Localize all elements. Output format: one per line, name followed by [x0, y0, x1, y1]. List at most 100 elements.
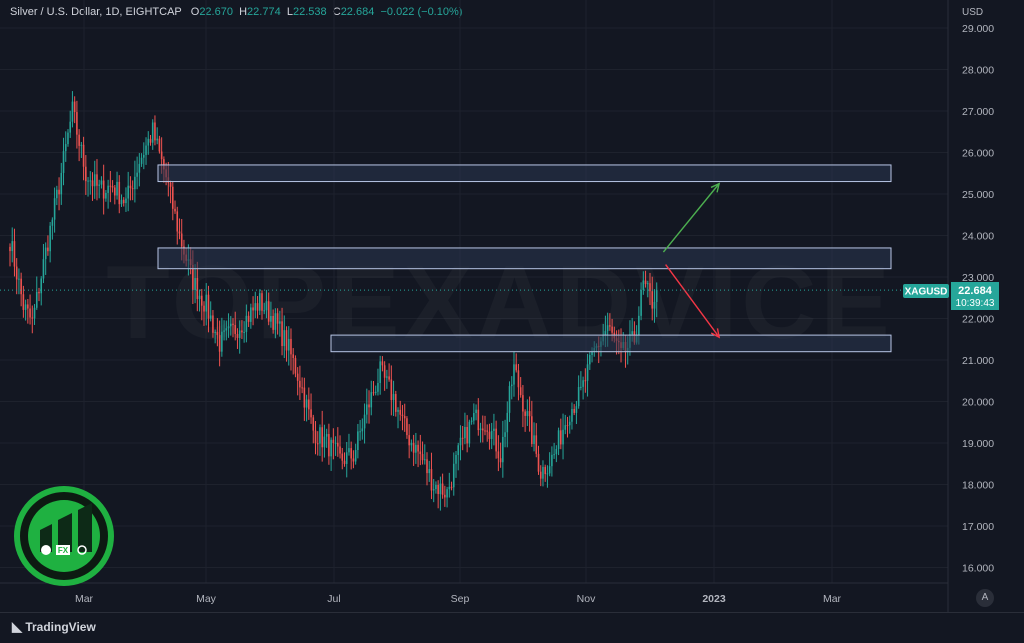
candle-body	[18, 278, 20, 280]
candle-body	[236, 334, 239, 338]
candle-body	[127, 185, 129, 199]
candle-body	[256, 303, 259, 311]
candle-body	[533, 435, 535, 445]
candle-body	[232, 323, 234, 325]
candle-body	[551, 454, 553, 467]
candle-body	[80, 144, 83, 146]
candle-body	[241, 330, 243, 333]
candle-body	[452, 463, 455, 488]
candle-body	[216, 331, 219, 336]
candle-body	[212, 315, 214, 333]
zones	[157, 164, 892, 353]
close-label: C	[332, 6, 341, 18]
chart-grid	[0, 0, 948, 583]
candle-body	[419, 451, 422, 455]
tradingview-logo[interactable]: ◣ TradingView	[12, 619, 96, 635]
candle-body	[537, 453, 540, 472]
candle-body	[308, 399, 310, 410]
candle-body	[319, 427, 321, 444]
candle-body	[218, 335, 221, 352]
candle-body	[158, 138, 161, 152]
price-tag-price: 22.684	[958, 285, 993, 297]
candle-body	[461, 437, 464, 439]
candle-body	[290, 338, 292, 355]
candle-body	[15, 266, 18, 280]
candle-body	[381, 361, 384, 366]
candle-body	[323, 436, 326, 448]
candle-body	[499, 458, 502, 463]
candle-body	[524, 411, 526, 416]
candle-body	[479, 428, 482, 431]
candle-body	[247, 315, 250, 322]
projection-arrows	[662, 182, 721, 339]
candle-body	[517, 370, 520, 388]
candle-body	[493, 428, 495, 431]
candle-body	[513, 364, 515, 385]
open-label: O	[190, 6, 200, 18]
candle-body	[109, 185, 112, 187]
time-tick-label: 2023	[702, 593, 726, 605]
candle-body	[263, 310, 266, 312]
candle-body	[383, 365, 386, 378]
candle-body	[31, 317, 34, 319]
candle-body	[42, 259, 45, 279]
sr-zone[interactable]	[330, 334, 892, 353]
candle-body	[296, 373, 299, 381]
arrowhead	[710, 182, 721, 193]
candle-body	[573, 409, 575, 413]
candle-body	[437, 484, 439, 495]
sr-zone[interactable]	[157, 247, 892, 270]
price-axis[interactable]: 29.000 28.000 27.000 26.000 25.000 24.000 23.0…	[962, 23, 994, 575]
price-tag-symbol: XAGUSD	[905, 287, 948, 298]
candle-body	[312, 417, 315, 431]
candle-body	[85, 166, 87, 182]
candle-body	[357, 431, 359, 451]
candle-body	[47, 247, 49, 252]
candle-body	[562, 429, 564, 445]
candle-body	[96, 174, 98, 186]
candle-body	[646, 283, 649, 285]
candle-body	[160, 151, 163, 160]
candle-body	[388, 376, 390, 380]
sr-zone[interactable]	[157, 164, 892, 183]
candle-body	[287, 338, 290, 351]
candle-body	[368, 404, 370, 408]
candle-body	[481, 428, 484, 431]
candle-body	[261, 293, 263, 311]
auto-scale-button[interactable]: A	[976, 589, 994, 607]
candle-body	[40, 278, 43, 294]
candle-body	[223, 330, 225, 332]
candle-body	[428, 469, 431, 474]
candle-body	[457, 445, 460, 455]
candle-body	[87, 180, 89, 182]
candle-body	[111, 186, 114, 188]
candle-body	[38, 291, 40, 294]
candle-body	[584, 380, 587, 382]
projection-arrow-up[interactable]	[662, 183, 720, 253]
candle-body	[270, 315, 272, 322]
candle-body	[515, 364, 518, 371]
candle-body	[415, 444, 417, 453]
candle-body	[397, 409, 399, 412]
candle-body	[332, 439, 335, 444]
candle-body	[205, 294, 208, 312]
candle-body	[174, 208, 176, 212]
time-axis[interactable]: Mar May Jul Sep Nov 2023 Mar	[75, 593, 842, 605]
candle-body	[535, 435, 538, 454]
candle-body	[363, 414, 366, 429]
candle-body	[510, 384, 513, 387]
change-value: −0.022 (−0.10%)	[380, 6, 463, 18]
candle-body	[209, 315, 212, 319]
candle-body	[194, 278, 196, 291]
candle-body	[156, 138, 158, 141]
candle-body	[196, 278, 199, 300]
candle-body	[490, 430, 493, 439]
projection-arrow-down[interactable]	[665, 264, 720, 338]
chart-header: Silver / U.S. Dollar, 1D, EIGHTCAP O22.6…	[10, 6, 462, 18]
candle-body	[140, 157, 143, 164]
candle-body	[203, 305, 205, 312]
candle-body	[392, 394, 395, 401]
candle-body	[464, 426, 466, 439]
candle-body	[310, 409, 312, 418]
